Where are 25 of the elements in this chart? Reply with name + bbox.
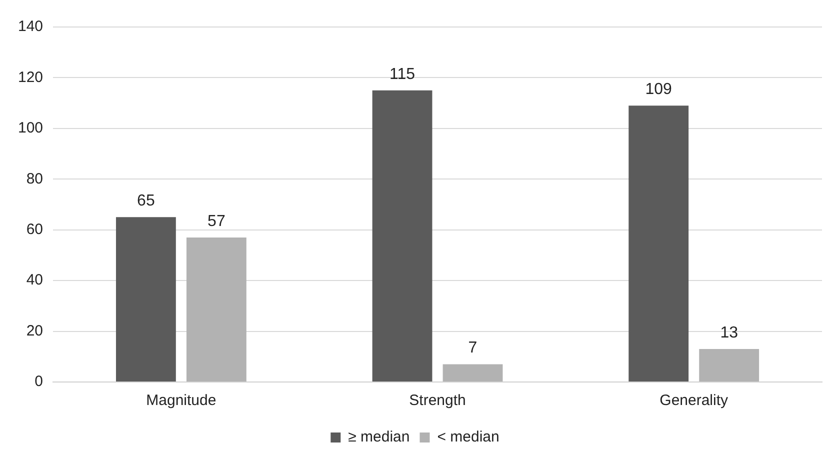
y-tick-label: 80 (26, 170, 44, 188)
legend-label: ≥ median (348, 428, 410, 446)
bar (699, 349, 760, 382)
y-tick-label: 20 (26, 322, 44, 340)
y-tick-label: 120 (18, 68, 44, 86)
bar (372, 90, 432, 382)
data-label: 115 (390, 66, 416, 83)
bar (116, 217, 176, 382)
legend-label: < median (437, 428, 500, 446)
data-label: 13 (720, 324, 738, 342)
y-tick-label: 40 (26, 272, 44, 289)
data-label: 109 (645, 81, 672, 98)
bar (186, 237, 246, 382)
bar (628, 106, 689, 382)
y-tick-label: 60 (26, 221, 44, 238)
y-tick-label: 140 (18, 18, 44, 36)
y-tick-label: 0 (34, 373, 44, 390)
data-label: 7 (468, 340, 478, 357)
data-label: 65 (137, 192, 155, 210)
x-tick-label: Strength (409, 392, 466, 410)
data-label: 57 (208, 212, 226, 230)
x-tick-label: Magnitude (146, 392, 216, 410)
y-tick-label: 100 (18, 120, 44, 137)
bar (442, 364, 503, 382)
x-tick-label: Generality (660, 392, 729, 410)
